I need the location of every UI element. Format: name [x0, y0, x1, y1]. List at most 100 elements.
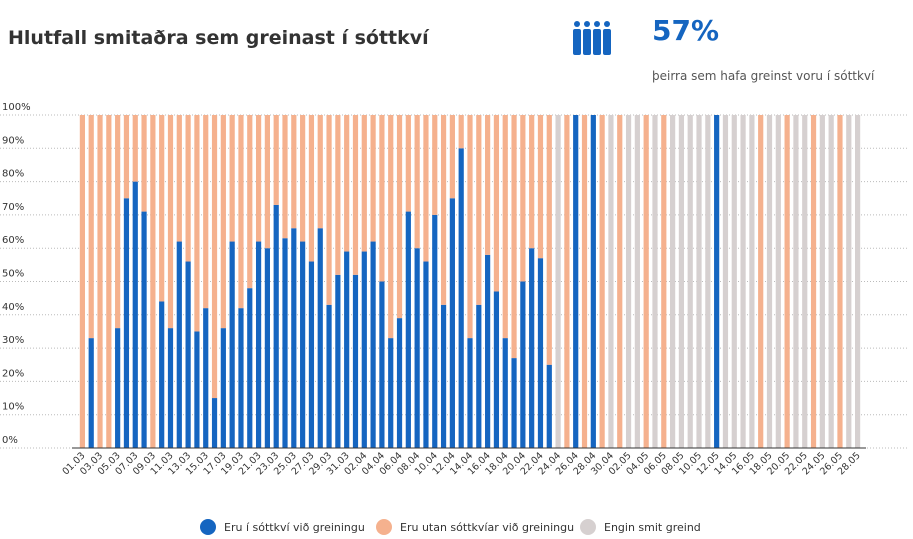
- bar-segment: [678, 115, 685, 448]
- bar-segment: [414, 115, 420, 249]
- bar-segment: [326, 115, 332, 305]
- bar-segment: [414, 248, 420, 448]
- bar-segment: [449, 115, 455, 199]
- bar-segment: [247, 115, 253, 289]
- bar-segment: [106, 115, 112, 448]
- bar-segment: [740, 115, 746, 448]
- bar-segment: [370, 115, 376, 242]
- y-tick-label: 40%: [2, 302, 24, 313]
- bar-segment: [88, 338, 94, 448]
- bar-segment: [511, 115, 517, 359]
- bar-segment: [317, 228, 323, 448]
- bar-segment: [502, 115, 508, 339]
- bar-segment: [379, 281, 385, 448]
- bar-segment: [440, 304, 447, 448]
- bar-segment: [520, 115, 526, 282]
- bar-segment: [485, 254, 491, 448]
- bar-segment: [634, 115, 640, 448]
- bar-segment: [97, 115, 103, 448]
- bar-segment: [476, 115, 482, 305]
- bar-segment: [493, 291, 500, 448]
- bar-segment: [264, 115, 270, 249]
- bar-segment: [291, 115, 297, 229]
- bar-segment: [784, 115, 790, 448]
- bar-segment: [529, 248, 535, 448]
- bar-segment: [555, 115, 561, 448]
- bar-segment: [529, 115, 535, 249]
- y-tick-label: 70%: [2, 202, 24, 213]
- bar-segment: [793, 115, 799, 448]
- bar-segment: [194, 115, 200, 332]
- bar-segment: [502, 338, 508, 448]
- y-tick-label: 20%: [2, 368, 24, 379]
- bar-segment: [273, 115, 279, 205]
- bar-segment: [819, 115, 825, 448]
- bar-segment: [511, 358, 517, 448]
- chart-title: Hlutfall smitaðra sem greinast í sóttkví: [8, 27, 430, 49]
- bar-segment: [273, 204, 279, 448]
- bar-segment: [599, 115, 605, 448]
- people-icon: [573, 21, 611, 55]
- bar-segment: [238, 308, 244, 448]
- bar-segment: [749, 115, 755, 448]
- bar-segment: [291, 228, 297, 448]
- y-tick-label: 80%: [2, 169, 24, 180]
- bar-segment: [229, 241, 235, 448]
- bar-segment: [432, 115, 438, 215]
- bar-segment: [308, 261, 315, 448]
- bar-segment: [159, 115, 165, 302]
- legend-marker: [376, 519, 392, 535]
- bar-segment: [564, 115, 570, 448]
- bar-segment: [758, 115, 764, 448]
- bar-segment: [326, 304, 332, 448]
- y-tick-label: 30%: [2, 335, 24, 346]
- legend-marker: [200, 519, 216, 535]
- bar-segment: [159, 301, 165, 448]
- bar-segment: [493, 115, 500, 292]
- bar-segment: [423, 115, 429, 262]
- bar-segment: [854, 115, 861, 448]
- bar-segment: [361, 251, 367, 448]
- bar-segment: [405, 211, 411, 448]
- bar-segment: [167, 328, 174, 448]
- bar-segment: [220, 115, 226, 329]
- bar-segment: [282, 115, 288, 239]
- bar-segment: [440, 115, 447, 305]
- bar-segment: [211, 115, 218, 399]
- y-tick-label: 60%: [2, 235, 24, 246]
- summary-text: þeirra sem hafa greinst voru í sóttkví: [652, 69, 875, 83]
- bar-segment: [617, 115, 623, 448]
- bar-segment: [211, 398, 218, 448]
- bar-segment: [731, 115, 737, 448]
- bar-segment: [846, 115, 852, 448]
- bar-segment: [203, 308, 209, 448]
- bar-segment: [687, 115, 693, 448]
- bar-segment: [837, 115, 843, 448]
- bar-segment: [141, 211, 147, 448]
- bar-segment: [670, 115, 676, 448]
- bar-segment: [520, 281, 526, 448]
- bar-segment: [150, 115, 156, 448]
- bar-segment: [537, 258, 544, 448]
- bar-segment: [652, 115, 658, 448]
- bar-segment: [361, 115, 367, 252]
- bar-segment: [123, 198, 130, 448]
- bar-segment: [203, 115, 209, 309]
- bar-segment: [88, 115, 94, 339]
- bar-segment: [176, 241, 182, 448]
- bar-segment: [132, 181, 138, 448]
- bar-segment: [308, 115, 315, 262]
- bar-segment: [185, 261, 191, 448]
- legend-label: Eru í sóttkví við greiningu: [224, 521, 365, 534]
- bar-segment: [405, 115, 411, 212]
- bar-segment: [485, 115, 491, 255]
- bar-segment: [608, 115, 614, 448]
- bar-segment: [476, 304, 482, 448]
- y-tick-label: 50%: [2, 269, 24, 280]
- bar-segment: [775, 115, 781, 448]
- bar-segment: [115, 115, 121, 329]
- legend-label: Engin smit greind: [604, 521, 701, 534]
- bar-segment: [581, 115, 588, 448]
- bar-segment: [396, 115, 403, 319]
- bar-segment: [300, 241, 306, 448]
